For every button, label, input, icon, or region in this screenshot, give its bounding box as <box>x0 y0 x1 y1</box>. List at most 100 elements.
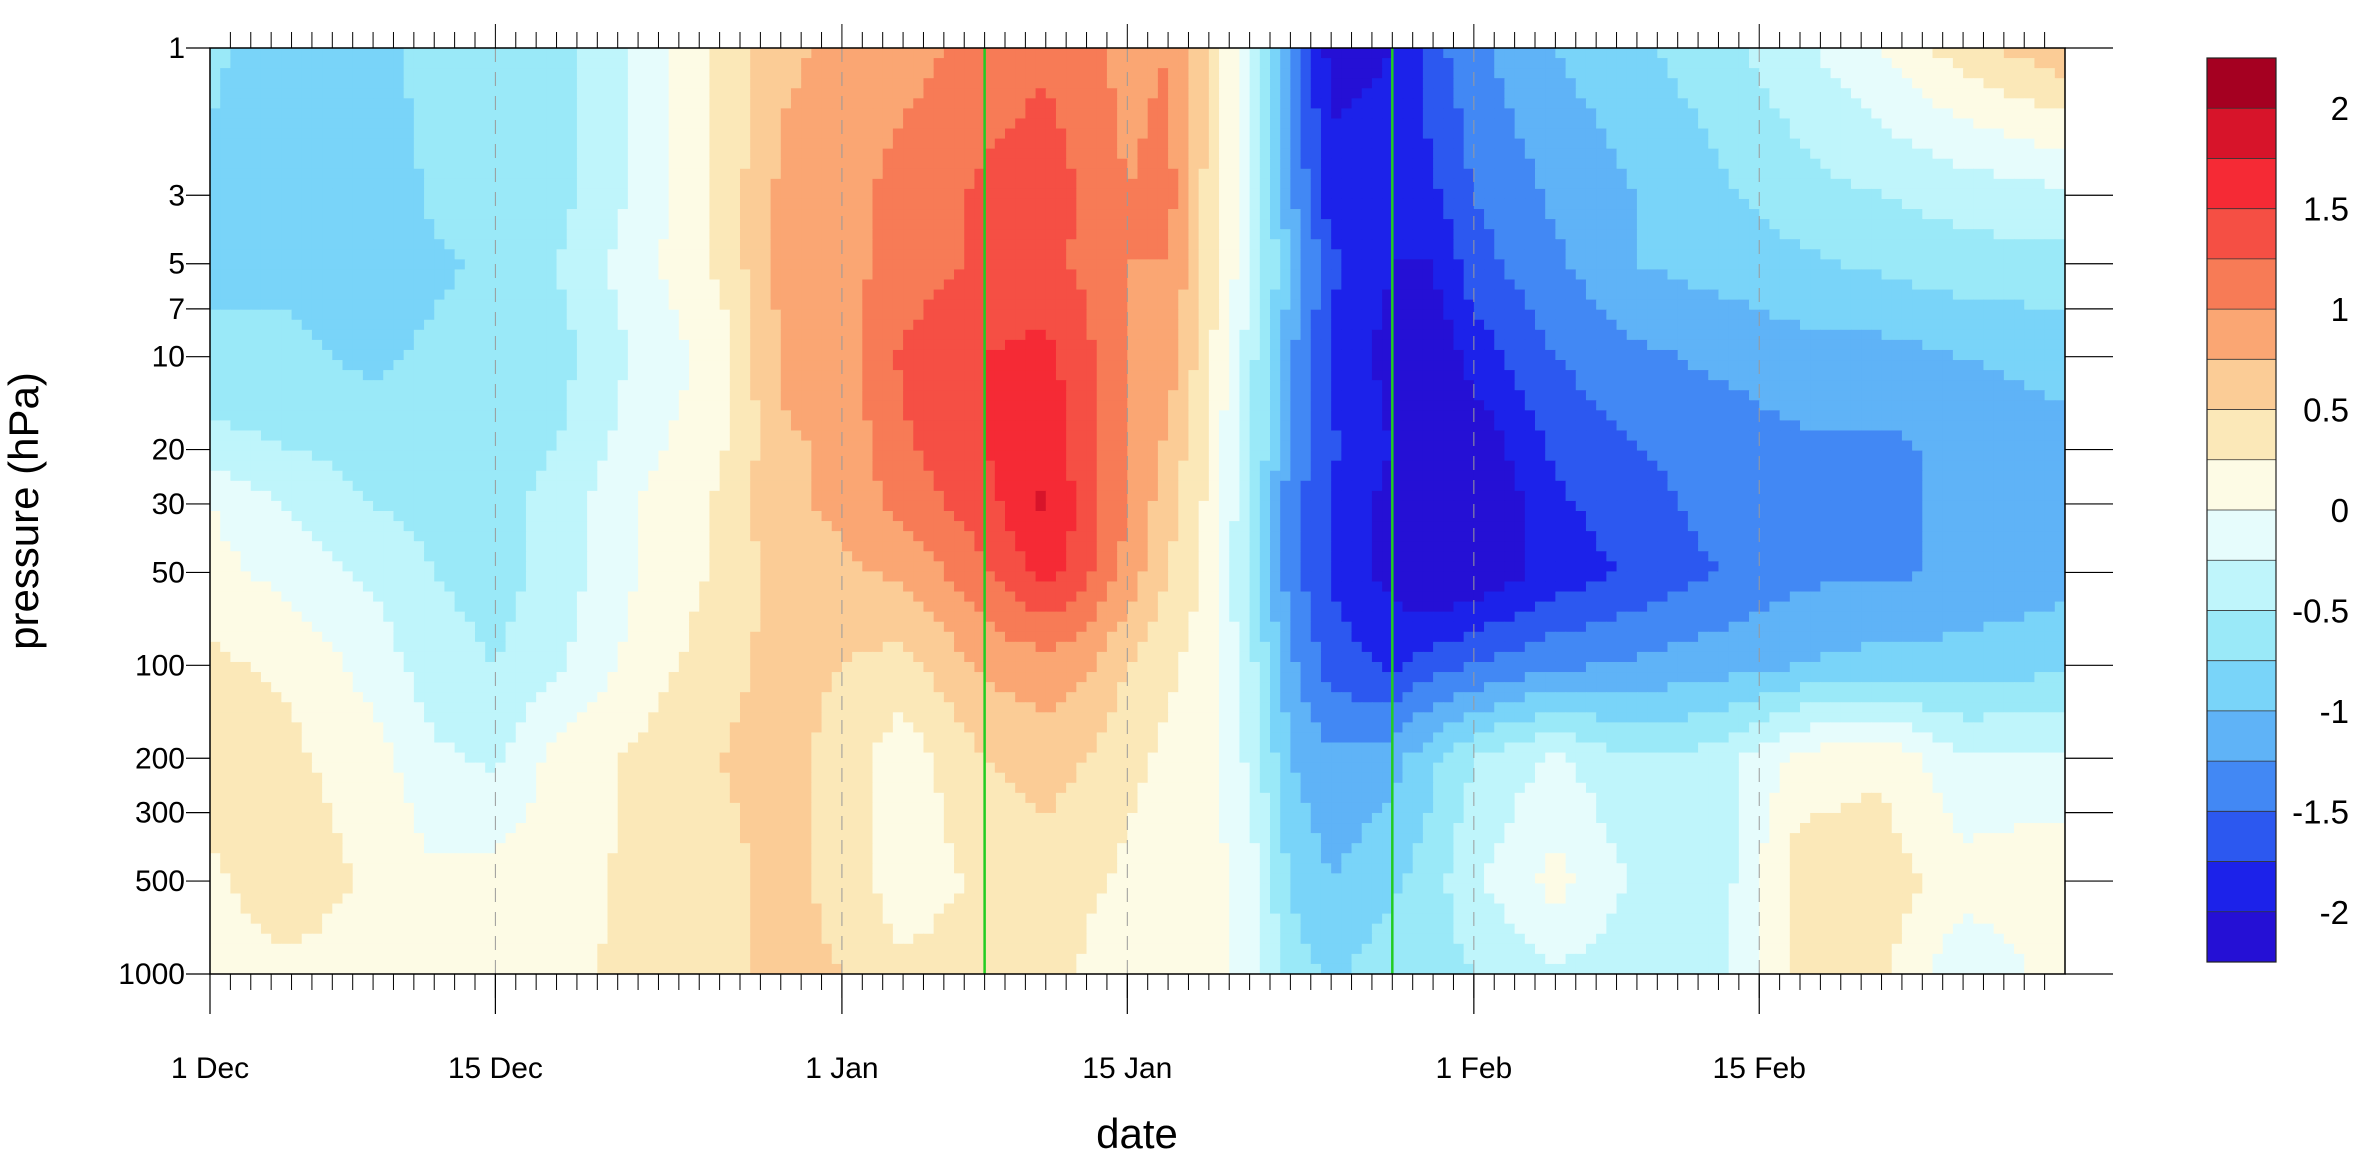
heat-cell <box>352 188 364 200</box>
heat-cell <box>210 229 221 240</box>
heat-cell <box>862 319 874 331</box>
heat-cell <box>1789 209 1801 220</box>
heat-cell <box>933 239 945 250</box>
heat-cell <box>515 138 527 150</box>
heat-cell <box>1198 98 1210 109</box>
heat-cell <box>1626 269 1638 281</box>
heat-cell <box>1800 259 1811 271</box>
heat-cell <box>1952 279 1964 291</box>
heat-cell <box>1708 178 1720 190</box>
heat-cell <box>1942 168 1954 180</box>
heat-cell <box>1647 259 1658 271</box>
heat-cell <box>373 198 384 210</box>
heat-cell <box>556 219 568 230</box>
heat-cell <box>964 78 976 89</box>
heat-cell <box>1820 198 1832 210</box>
heat-cell <box>1718 48 1730 59</box>
heat-cell <box>1096 128 1108 140</box>
heat-cell <box>1443 168 1455 180</box>
heat-cell <box>964 219 976 230</box>
heat-cell <box>1086 158 1098 170</box>
heat-cell <box>291 58 303 69</box>
heat-cell <box>505 48 517 59</box>
heat-cell <box>1310 168 1322 180</box>
heat-cell <box>2054 148 2065 160</box>
heat-cell <box>1820 128 1832 140</box>
heat-cell <box>444 209 456 220</box>
heat-cell <box>1208 78 1220 89</box>
heat-cell <box>1331 118 1342 130</box>
heat-cell <box>342 239 354 250</box>
heat-cell <box>1361 209 1373 220</box>
heat-cell <box>607 108 619 120</box>
heat-cell <box>1657 289 1669 301</box>
heat-cell <box>1412 78 1424 89</box>
heat-cell <box>1412 289 1424 301</box>
heat-cell <box>1473 289 1485 301</box>
heat-cell <box>413 309 425 321</box>
heat-cell <box>1840 108 1852 120</box>
heat-cell <box>913 98 925 109</box>
heat-cell <box>1555 279 1567 291</box>
heat-cell <box>1290 78 1302 89</box>
heat-cell <box>913 188 925 200</box>
heat-cell <box>617 88 629 99</box>
heat-cell <box>729 279 741 291</box>
heat-cell <box>1280 289 1291 301</box>
heat-cell <box>750 319 761 331</box>
heat-cell <box>974 249 986 260</box>
heat-cell <box>434 259 446 271</box>
heat-cell <box>536 209 547 220</box>
heat-cell <box>1871 178 1883 190</box>
heat-cell <box>1208 299 1220 311</box>
heat-cell <box>210 88 221 99</box>
heat-cell <box>1677 289 1689 301</box>
heat-cell <box>301 98 313 109</box>
heat-cell <box>1096 239 1108 250</box>
heat-cell <box>1453 188 1465 200</box>
heat-cell <box>1555 229 1567 240</box>
heat-cell <box>1382 299 1393 311</box>
heat-cell <box>1382 289 1393 301</box>
heat-cell <box>220 68 231 79</box>
heat-cell <box>342 219 354 230</box>
heat-cell <box>271 158 282 170</box>
heat-cell <box>1412 58 1424 69</box>
heat-cell <box>1820 269 1832 281</box>
heat-cell <box>1759 128 1771 140</box>
heat-cell <box>1239 48 1251 59</box>
heat-cell <box>1433 239 1444 250</box>
heat-cell <box>1015 209 1026 220</box>
heat-cell <box>1687 219 1699 230</box>
heat-cell <box>627 319 639 331</box>
heat-cell <box>1473 108 1485 120</box>
heat-cell <box>373 269 384 281</box>
heat-cell <box>1932 58 1944 69</box>
heat-cell <box>311 229 323 240</box>
heat-cell <box>434 108 446 120</box>
heat-cell <box>597 249 609 260</box>
heat-cell <box>862 209 874 220</box>
heat-cell <box>1178 219 1190 230</box>
heat-cell <box>974 78 986 89</box>
heat-cell <box>841 68 853 79</box>
heat-cell <box>1820 98 1832 109</box>
heat-cell <box>1086 48 1098 59</box>
heat-cell <box>220 299 231 311</box>
heat-cell <box>556 48 568 59</box>
heat-cell <box>597 229 609 240</box>
heat-cell <box>1066 269 1077 281</box>
heat-cell <box>332 158 344 170</box>
heat-cell <box>1015 138 1026 150</box>
heat-cell <box>1983 158 1995 170</box>
heat-cell <box>607 138 619 150</box>
heat-cell <box>729 299 741 311</box>
heat-cell <box>1850 98 1862 109</box>
heat-cell <box>903 198 914 210</box>
heat-cell <box>1738 259 1750 271</box>
heat-cell <box>1555 219 1567 230</box>
heat-cell <box>1168 209 1179 220</box>
heat-cell <box>1667 178 1679 190</box>
heat-cell <box>831 178 843 190</box>
heat-cell <box>1698 289 1709 301</box>
